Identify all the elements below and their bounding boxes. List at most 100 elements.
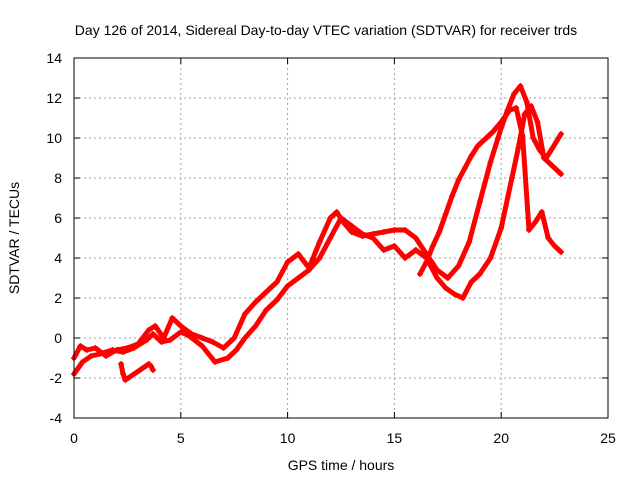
data-point [551,243,558,249]
data-point [545,235,552,241]
data-point [508,175,515,181]
y-tick-label: 8 [54,170,62,186]
data-point [506,107,513,113]
data-point [549,145,556,151]
data-point [117,361,124,367]
data-point [120,349,127,355]
y-tick-label: 4 [54,250,62,266]
data-point [338,215,344,221]
data-point [451,291,458,297]
data-point [169,315,176,321]
data-point [429,243,436,249]
data-point [534,119,541,125]
data-point [158,339,165,345]
data-point [241,335,248,341]
y-tick-label: 2 [54,290,62,306]
data-point [391,243,398,249]
data-point [316,255,323,261]
data-point [521,111,528,117]
data-point [540,155,547,161]
y-tick-label: -4 [50,410,63,426]
data-point [476,199,483,205]
data-point [220,345,227,351]
data-point [412,247,419,253]
series-trace-c [417,105,565,277]
data-point [77,343,84,349]
data-point [295,275,302,281]
data-point [549,163,556,169]
data-point [333,209,340,215]
data-point [224,355,231,361]
x-tick-label: 10 [280,430,296,446]
y-tick-label: 14 [46,50,62,66]
chart-title: Day 126 of 2014, Sidereal Day-to-day VTE… [75,22,577,38]
data-point [83,347,90,353]
y-tick-label: -2 [50,370,63,386]
data-point [525,227,532,233]
x-tick-label: 25 [600,430,616,446]
data-point [380,229,387,235]
data-point [147,363,154,369]
data-point [434,275,441,281]
x-tick-label: 20 [493,430,509,446]
x-tick-label: 0 [70,430,78,446]
data-point [316,239,323,245]
data-point [231,335,238,341]
data-point [348,223,355,229]
data-point [233,347,240,353]
data-point [284,259,291,265]
data-point [150,331,157,337]
data-point [327,235,334,241]
data-point [402,255,409,261]
plot-frame [73,57,609,419]
data-point [423,259,430,265]
data-point [96,351,103,357]
data-point [481,137,488,143]
data-point [558,131,565,137]
tick-layer: 0 5 10 15 20 25 -4 -2 0 2 4 6 8 10 12 14 [46,50,616,446]
data-point [412,235,419,241]
data-point [79,359,86,365]
data-point [528,103,535,109]
series-line-trace-a [71,83,564,361]
data-point [348,229,355,235]
data-point [402,227,409,233]
data-point [515,145,522,151]
data-point [538,209,545,215]
data-point [295,251,302,257]
data-point [523,99,530,105]
data-point [461,165,468,171]
data-point [241,311,248,317]
data-point [455,263,462,269]
data-point [468,153,475,159]
data-point [92,345,99,351]
data-point [487,159,494,165]
data-point [519,133,526,139]
data-point [530,135,537,141]
data-point [263,307,270,313]
series-line-trace-c [417,105,564,277]
data-point [305,267,312,273]
data-point [459,295,466,301]
data-point [359,231,366,237]
data-point [284,283,291,289]
data-point [417,271,424,277]
series-trace-d [117,361,157,383]
data-point [109,347,116,353]
y-tick-label: 12 [46,90,62,106]
data-point [177,323,184,329]
data-point [252,323,259,329]
data-point [130,345,137,351]
data-point [558,249,565,255]
data-point [120,371,127,377]
x-tick-label: 15 [387,430,403,446]
data-point [143,337,150,343]
data-point [88,353,95,359]
data-point [558,171,565,177]
data-point [327,215,334,221]
data-point [273,279,280,285]
data-point [532,219,539,225]
x-tick-label: 5 [177,430,185,446]
data-point [517,83,524,89]
